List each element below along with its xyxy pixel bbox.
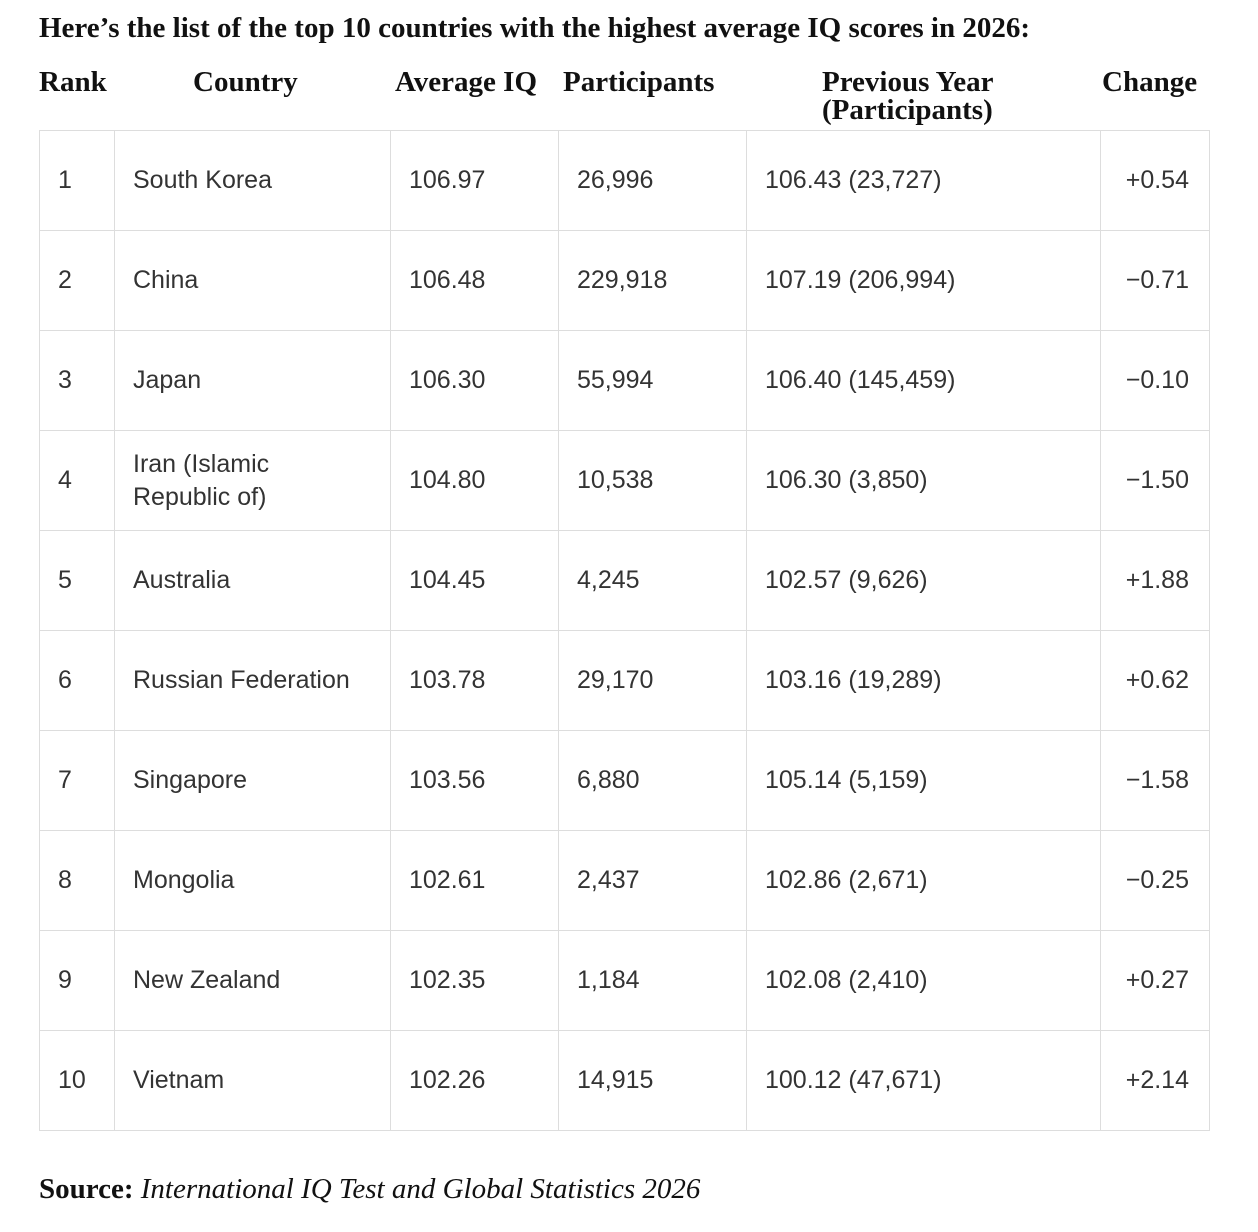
table-row: 2 China 106.48 229,918 107.19 (206,994) −0.71 [39,230,1210,331]
table-row: 4 Iran (Islamic Republic of) 104.80 10,538 1… [39,430,1210,531]
table-row: 3 Japan 106.30 55,994 106.40 (145,459) −0.10 [39,330,1210,431]
table-cell: 2 [39,230,115,331]
table-row: 5 Australia 104.45 4,245 102.57 (9,626) +1.88 [39,530,1210,631]
table-cell: 106.97 [390,130,559,231]
table-cell: 3 [39,330,115,431]
column-header: Previous Year (Participants) [822,66,994,126]
table-cell: +0.54 [1100,130,1210,231]
table-cell: −0.25 [1100,830,1210,931]
table-cell: −1.58 [1100,730,1210,831]
table-row: 8 Mongolia 102.61 2,437 102.86 (2,671) −0.25 [39,830,1210,931]
table-row: 10 Vietnam 102.26 14,915 100.12 (47,671) +2.1… [39,1030,1210,1131]
table-row: 1 South Korea 106.97 26,996 106.43 (23,727) +… [39,130,1210,231]
table-cell: Australia [114,530,391,631]
table-cell: 6 [39,630,115,731]
table-cell: 26,996 [558,130,747,231]
table-cell: 103.78 [390,630,559,731]
table-cell: 229,918 [558,230,747,331]
table-cell: 102.08 (2,410) [746,930,1101,1031]
title: Here’s the list of the top 10 countries … [39,12,1030,44]
table-cell: 55,994 [558,330,747,431]
table-cell: 104.80 [390,430,559,531]
column-header: Rank [39,66,107,98]
table-cell: Mongolia [114,830,391,931]
table-cell: 14,915 [558,1030,747,1131]
column-header: Participants [563,66,715,98]
table-cell: Russian Federation [114,630,391,731]
table-cell: 8 [39,830,115,931]
table-cell: 103.56 [390,730,559,831]
table-cell: −1.50 [1100,430,1210,531]
source-text: International IQ Test and Global Statist… [140,1173,701,1205]
table-cell: 100.12 (47,671) [746,1030,1101,1131]
table-cell: South Korea [114,130,391,231]
data-table: 1 South Korea 106.97 26,996 106.43 (23,727) +… [39,130,1210,1131]
table-cell: 2,437 [558,830,747,931]
table-cell: +1.88 [1100,530,1210,631]
table-cell: 102.26 [390,1030,559,1131]
table-cell: 5 [39,530,115,631]
table-cell: +0.27 [1100,930,1210,1031]
source: Source: International IQ Test and Global… [39,1173,700,1206]
table-cell: 7 [39,730,115,831]
table-cell: 106.43 (23,727) [746,130,1101,231]
table-row: 9 New Zealand 102.35 1,184 102.08 (2,410) +0.… [39,930,1210,1031]
table-cell: 106.40 (145,459) [746,330,1101,431]
table-cell: Japan [114,330,391,431]
table-cell: 6,880 [558,730,747,831]
table-cell: 102.57 (9,626) [746,530,1101,631]
table-cell: Vietnam [114,1030,391,1131]
table-cell: 107.19 (206,994) [746,230,1101,331]
table-cell: +2.14 [1100,1030,1210,1131]
table-cell: 103.16 (19,289) [746,630,1101,731]
table-body: 1 South Korea 106.97 26,996 106.43 (23,727) +… [39,130,1210,1131]
table-cell: −0.71 [1100,230,1210,331]
source-label: Source: [39,1173,134,1205]
table-cell: 29,170 [558,630,747,731]
table-cell: 102.35 [390,930,559,1031]
table-cell: 4 [39,430,115,531]
table-cell: 106.30 [390,330,559,431]
table-cell: 9 [39,930,115,1031]
table-cell: +0.62 [1100,630,1210,731]
table-row: 6 Russian Federation 103.78 29,170 103.16 (1… [39,630,1210,731]
table-cell: 4,245 [558,530,747,631]
table-cell: 106.48 [390,230,559,331]
table-cell: 10,538 [558,430,747,531]
table-cell: 105.14 (5,159) [746,730,1101,831]
table-cell: 1 [39,130,115,231]
table-cell: 104.45 [390,530,559,631]
table-cell: New Zealand [114,930,391,1031]
table-cell: 102.61 [390,830,559,931]
table-cell: Singapore [114,730,391,831]
column-header: Country [193,66,298,98]
table-cell: −0.10 [1100,330,1210,431]
table-cell: China [114,230,391,331]
column-header: Change [1102,66,1198,98]
table-row: 7 Singapore 103.56 6,880 105.14 (5,159) −1.58 [39,730,1210,831]
table-cell: 10 [39,1030,115,1131]
table-cell: 106.30 (3,850) [746,430,1101,531]
table-cell: 1,184 [558,930,747,1031]
table-cell: Iran (Islamic Republic of) [114,430,391,531]
table-cell: 102.86 (2,671) [746,830,1101,931]
column-header: Average IQ [395,66,537,98]
